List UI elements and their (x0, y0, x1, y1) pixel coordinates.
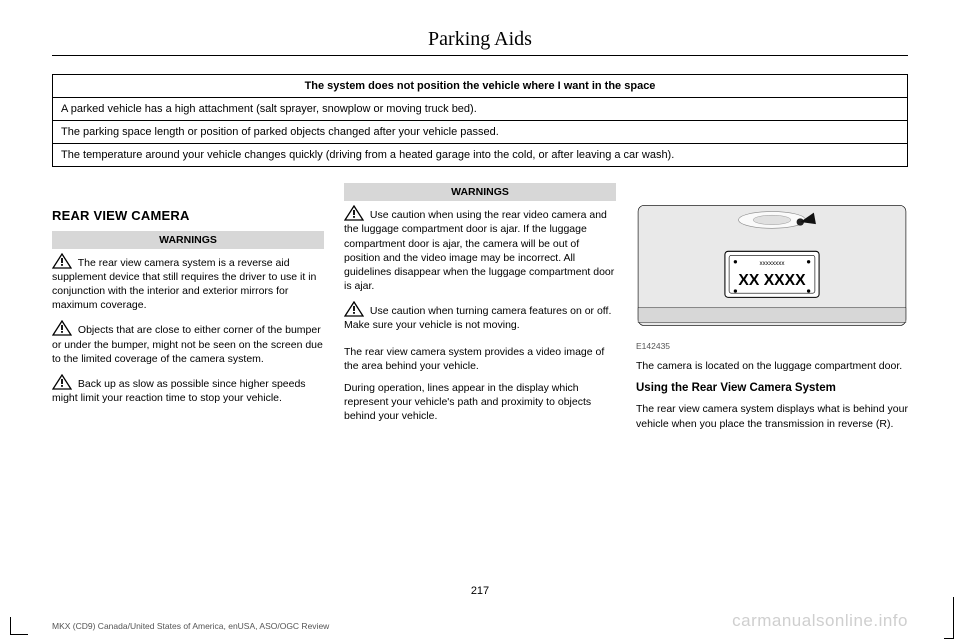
warning-para: Objects that are close to either corner … (52, 320, 324, 366)
warning-text: Back up as slow as possible since higher… (52, 378, 306, 404)
camera-diagram: xxxxxxxx XX XXXX (636, 199, 908, 339)
warnings-heading: WARNINGS (344, 183, 616, 201)
table-row: A parked vehicle has a high attachment (… (53, 98, 908, 121)
crop-mark (10, 617, 28, 635)
table-header: The system does not position the vehicle… (53, 75, 908, 98)
warning-text: Objects that are close to either corner … (52, 324, 323, 364)
column-3: xxxxxxxx XX XXXX E142435 The camera is l… (636, 183, 908, 439)
warning-icon (344, 301, 364, 317)
section-heading: REAR VIEW CAMERA (52, 207, 324, 225)
svg-text:xxxxxxxx: xxxxxxxx (759, 260, 785, 267)
warning-text: Use caution when turning camera features… (344, 305, 611, 331)
troubleshoot-table: The system does not position the vehicle… (52, 74, 908, 167)
column-1: REAR VIEW CAMERA WARNINGS The rear view … (52, 183, 324, 439)
svg-text:XX XXXX: XX XXXX (738, 272, 806, 289)
figure-label: E142435 (636, 341, 908, 352)
warning-para: The rear view camera system is a reverse… (52, 253, 324, 313)
title-rule (52, 55, 908, 56)
warning-para: Back up as slow as possible since higher… (52, 374, 324, 405)
body-para: The camera is located on the luggage com… (636, 359, 908, 373)
warning-icon (52, 253, 72, 269)
warning-text: Use caution when using the rear video ca… (344, 209, 614, 292)
warnings-heading: WARNINGS (52, 231, 324, 249)
crop-mark (944, 597, 954, 639)
warning-icon (52, 374, 72, 390)
body-para: The rear view camera system displays wha… (636, 402, 908, 430)
page-title: Parking Aids (428, 28, 532, 51)
warning-para: Use caution when turning camera features… (344, 301, 616, 332)
warning-para: Use caution when using the rear video ca… (344, 205, 616, 293)
table-row: The temperature around your vehicle chan… (53, 144, 908, 167)
warning-text: The rear view camera system is a reverse… (52, 257, 316, 312)
subheading: Using the Rear View Camera System (636, 381, 908, 397)
footer-left: MKX (CD9) Canada/United States of Americ… (52, 621, 329, 631)
warning-icon (52, 320, 72, 336)
column-2: WARNINGS Use caution when using the rear… (344, 183, 616, 439)
body-para: The rear view camera system provides a v… (344, 345, 616, 373)
table-row: The parking space length or position of … (53, 121, 908, 144)
body-para: During operation, lines appear in the di… (344, 381, 616, 424)
page-number: 217 (0, 585, 960, 597)
watermark: carmanualsonline.info (732, 611, 908, 631)
warning-icon (344, 205, 364, 221)
